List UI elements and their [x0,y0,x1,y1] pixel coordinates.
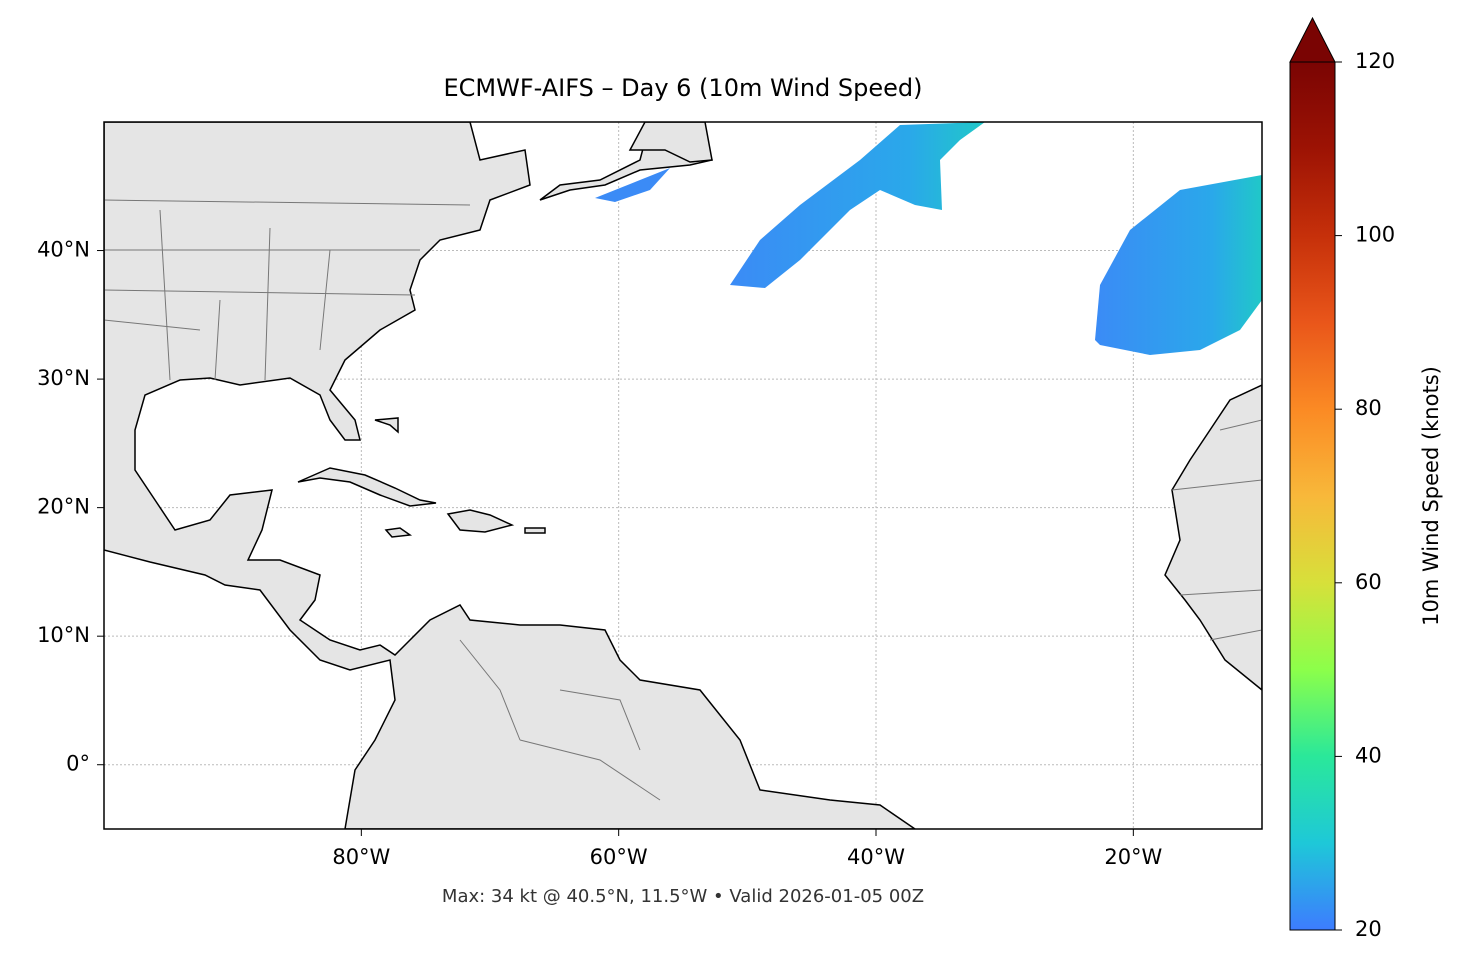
y-tick-label: 0° [66,752,90,776]
borders [104,199,1262,801]
hispaniola [446,509,515,533]
x-tick-label: 60°W [590,845,648,869]
africa [1164,384,1262,691]
map [104,122,1262,829]
colorbar-tick-label: 40 [1355,743,1382,767]
colorbar-tick-label: 60 [1355,570,1382,594]
colorbar-tick-label: 80 [1355,396,1382,420]
colorbar-tick-label: 20 [1355,917,1382,941]
wind-field [730,122,985,288]
y-tick-label: 10°N [37,623,90,647]
x-tick-label: 20°W [1104,845,1162,869]
colorbar-tick-label: 100 [1355,223,1395,247]
y-tick-label: 40°N [37,238,90,262]
colorbar-label: 10m Wind Speed (knots) [1419,366,1443,626]
wind-field [1095,175,1262,355]
wind-field [595,168,670,202]
colorbar-extend [1289,16,1336,63]
y-tick-label: 30°N [37,366,90,390]
x-tick-label: 40°W [847,845,905,869]
colorbar: 20 40 60 80 100 120 10m Wind Speed (knots) [1289,16,1443,941]
x-tick-label: 80°W [332,845,390,869]
jamaica [384,527,413,538]
colorbar-tick-label: 120 [1355,49,1395,73]
footer: Max: 34 kt @ 40.5°N, 11.5°W • Valid 2026… [442,886,924,907]
newfoundland [628,122,713,163]
puerto-rico [524,527,546,534]
bahamas [374,417,399,434]
map-frame [103,121,1263,830]
cuba [297,467,437,507]
americas [104,122,917,829]
y-tick-label: 20°N [37,495,90,519]
chart-title: ECMWF-AIFS – Day 6 (10m Wind Speed) [443,74,922,102]
colorbar-body [1289,61,1336,931]
